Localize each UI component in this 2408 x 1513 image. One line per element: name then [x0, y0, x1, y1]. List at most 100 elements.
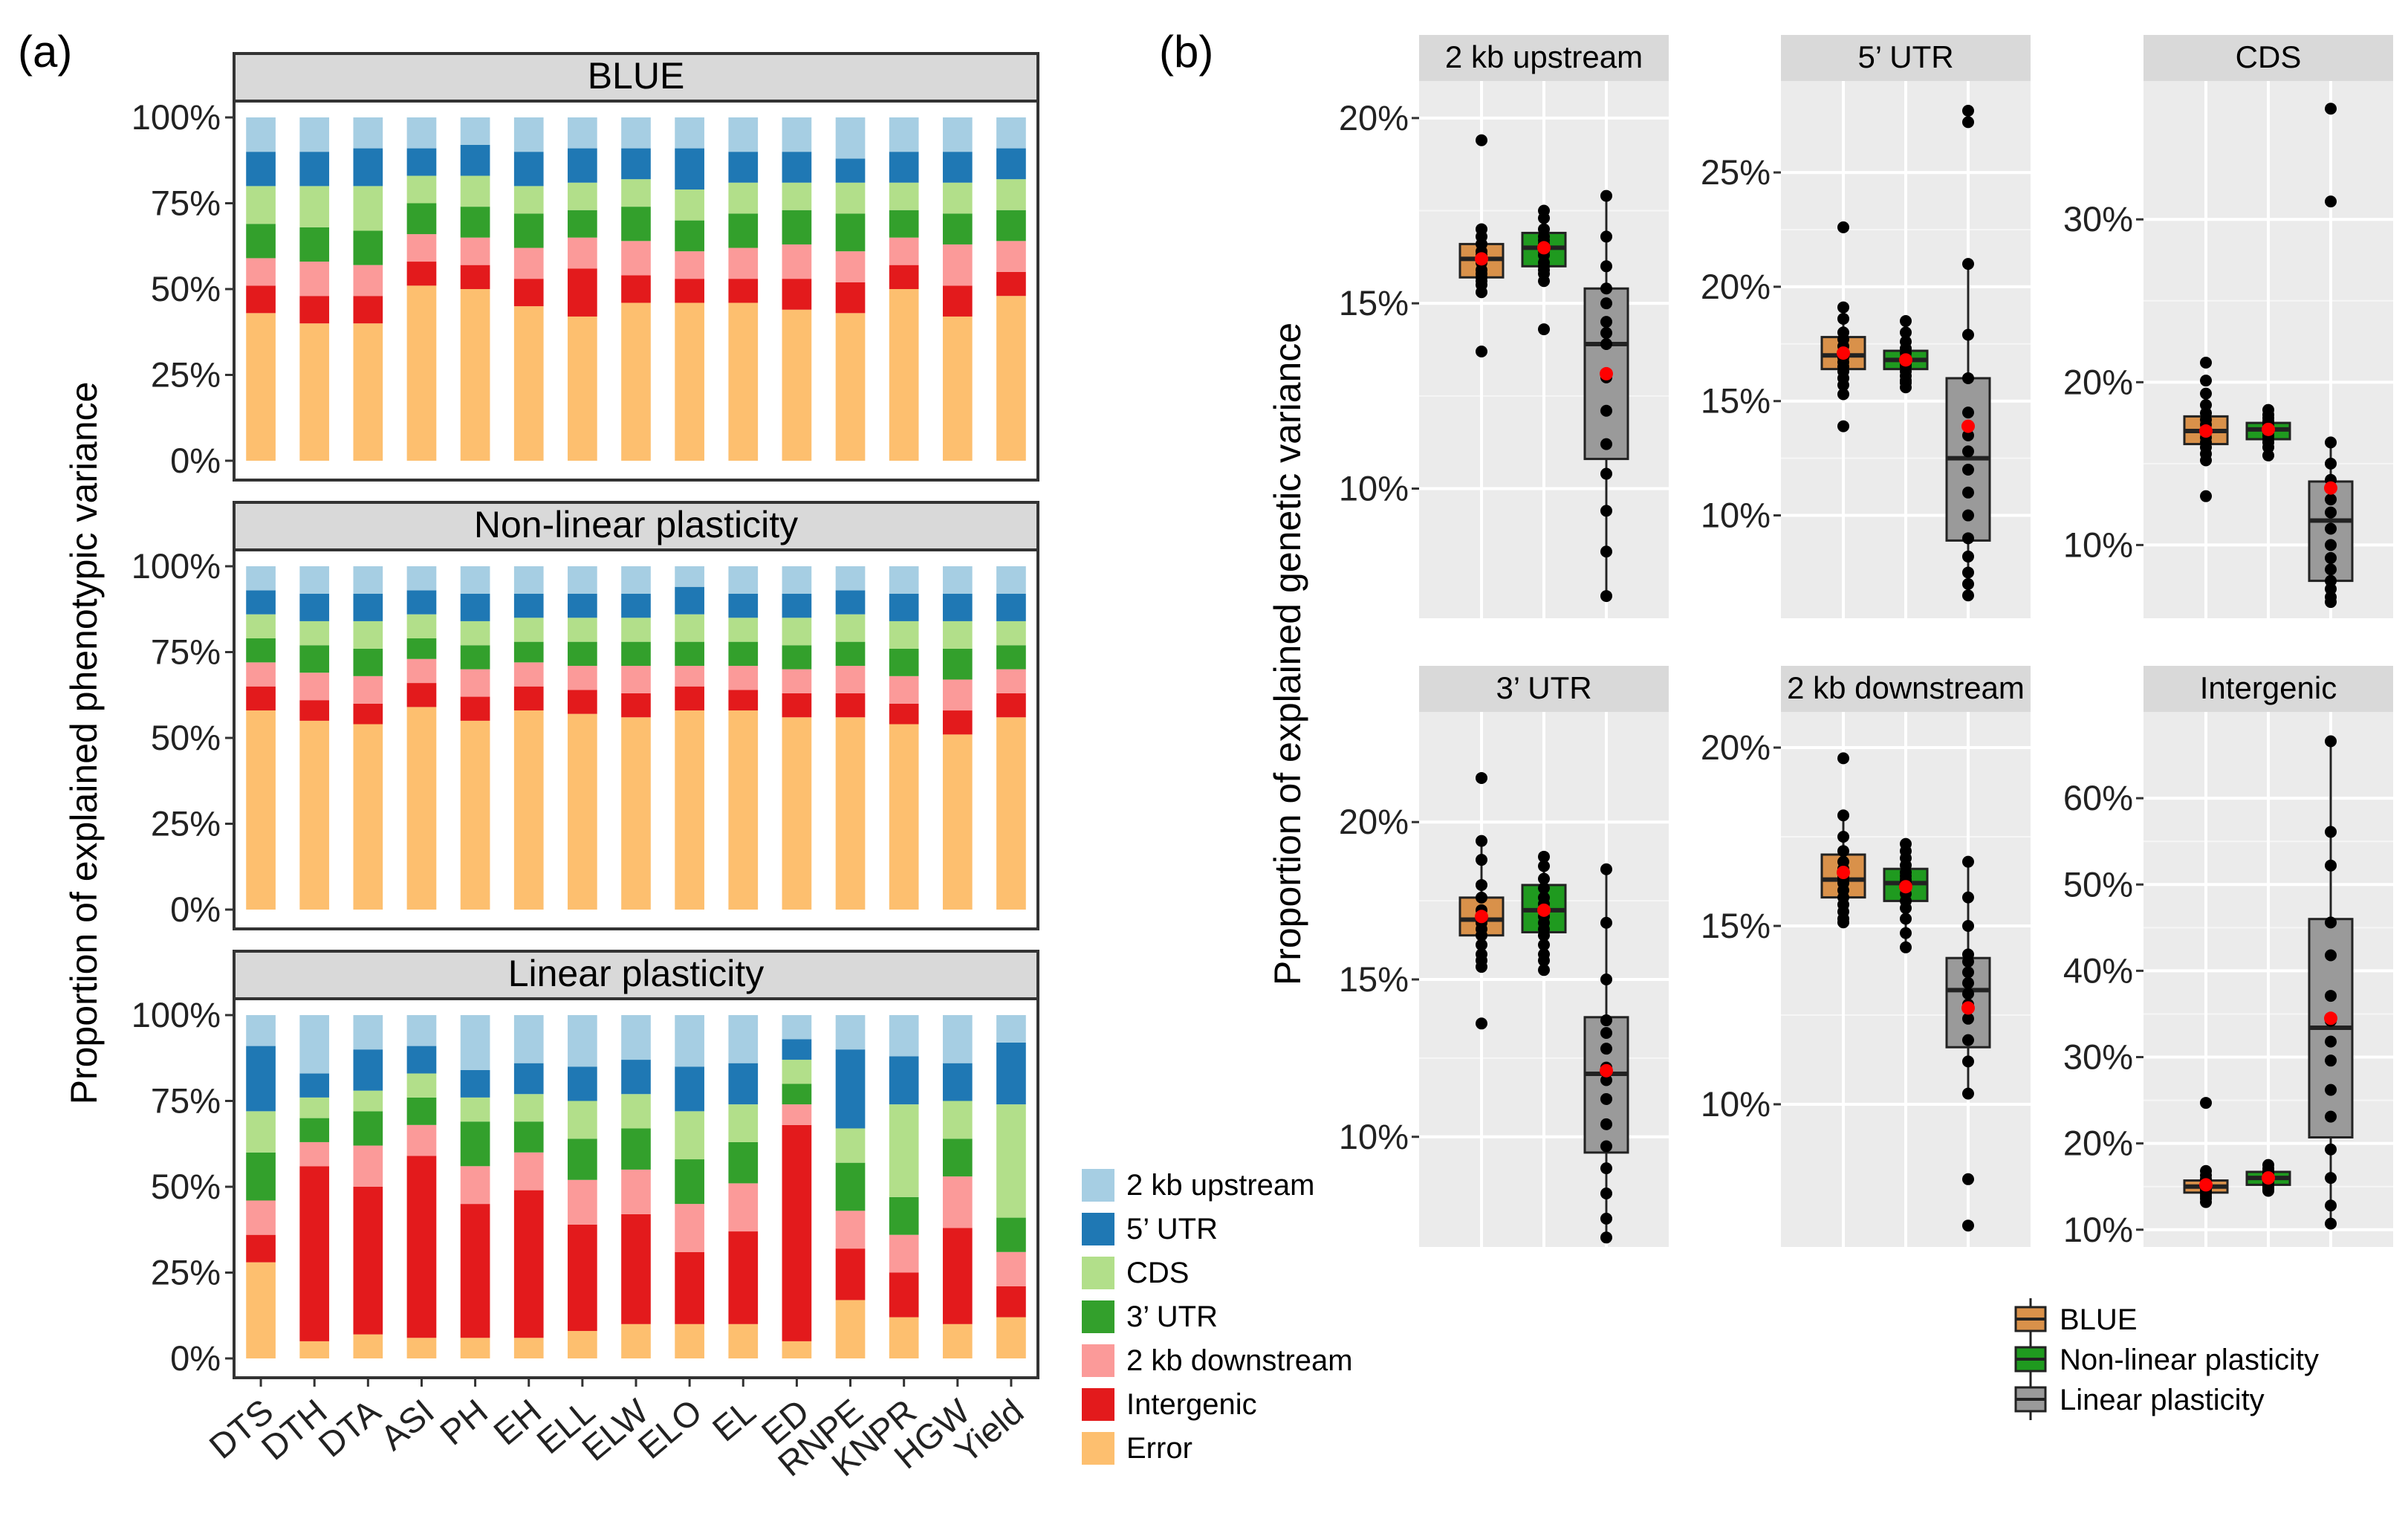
facet-title: Linear plasticity: [508, 953, 765, 994]
bar-segment-cds: [460, 1097, 490, 1122]
bar-segment-5-utr: [299, 593, 330, 621]
data-point: [1962, 406, 1974, 419]
bar-el: [728, 566, 759, 910]
data-point: [2200, 1097, 2212, 1109]
bar-segment-intergenic: [621, 1214, 651, 1324]
bar-segment-intergenic: [513, 686, 544, 711]
box-non-linear-plasticity: [2245, 1159, 2291, 1197]
data-point: [1962, 855, 1974, 868]
bar-segment-error: [675, 1324, 704, 1358]
bar-segment-error: [299, 323, 330, 461]
bar-elw: [621, 117, 651, 461]
mean-point: [1600, 1063, 1613, 1078]
bar-segment-2-kb-downstream: [513, 662, 544, 687]
bar-segment-5-utr: [513, 152, 544, 187]
facet-title: Non-linear plasticity: [474, 504, 798, 545]
bar-segment-3-utr: [835, 641, 866, 666]
bar-segment-3-utr: [406, 638, 437, 659]
bar-segment-5-utr: [996, 148, 1026, 180]
bar-segment-5-utr: [889, 152, 919, 183]
data-point: [2325, 1199, 2337, 1212]
bar-segment-3-utr: [568, 641, 597, 666]
bar-segment-2-kb-downstream: [782, 1104, 812, 1125]
bar-segment-3-utr: [513, 1121, 544, 1153]
data-point: [1476, 1017, 1487, 1030]
legend-item-linear-plasticity: Linear plasticity: [2014, 1378, 2265, 1420]
bar-elw: [621, 1015, 651, 1358]
bar-segment-3-utr: [889, 1196, 919, 1235]
data-point: [1476, 835, 1487, 847]
bar-segment-cds: [942, 182, 973, 214]
bar-segment-2-kb-upstream: [353, 117, 383, 149]
facet-title: BLUE: [588, 55, 685, 97]
bar-segment-error: [996, 717, 1026, 910]
y-tick-label: 0%: [170, 441, 221, 480]
bar-segment-2-kb-upstream: [299, 117, 330, 152]
bar-segment-2-kb-upstream: [568, 1015, 597, 1067]
bar-segment-2-kb-downstream: [835, 251, 866, 282]
bar-segment-2-kb-upstream: [889, 117, 919, 152]
bar-segment-cds: [406, 1073, 437, 1098]
bar-segment-3-utr: [728, 641, 759, 666]
box-blue: [2183, 1097, 2229, 1208]
bar-segment-5-utr: [353, 593, 383, 621]
data-point: [2325, 457, 2337, 470]
bar-segment-error: [568, 316, 597, 461]
box-blue: [2183, 357, 2229, 502]
bar-segment-2-kb-downstream: [889, 675, 919, 704]
bar-segment-error: [782, 1341, 812, 1358]
y-tick-label: 50%: [151, 269, 221, 308]
y-tick-label: 50%: [151, 1167, 221, 1206]
panel-b-label: (b): [1159, 27, 1213, 77]
data-point: [1476, 134, 1487, 146]
bar-segment-5-utr: [782, 152, 812, 183]
data-point: [1476, 961, 1487, 973]
facet-3-utr: 3’ UTR 10% 15% 20%: [1339, 666, 1669, 1247]
bar-segment-2-kb-downstream: [246, 258, 276, 286]
bar-segment-2-kb-upstream: [621, 1015, 651, 1060]
bar-asi: [406, 1015, 437, 1358]
bar-segment-cds: [460, 621, 490, 646]
data-point: [1476, 891, 1487, 904]
bar-segment-3-utr: [782, 1083, 812, 1105]
bar-segment-intergenic: [728, 279, 759, 303]
bar-segment-intergenic: [782, 693, 812, 718]
bar-segment-2-kb-upstream: [942, 117, 973, 152]
bar-segment-intergenic: [889, 703, 919, 725]
mean-point: [2199, 1178, 2213, 1192]
data-point: [2325, 596, 2337, 609]
panel-b-legend: BLUE Non-linear plasticity Linear plastici…: [2014, 1298, 2319, 1420]
data-point: [1900, 381, 1912, 394]
bar-segment-error: [621, 717, 651, 910]
data-point: [1837, 221, 1849, 233]
y-tick-label: 40%: [2063, 950, 2133, 990]
bar-segment-2-kb-downstream: [246, 662, 276, 687]
bar-segment-3-utr: [406, 203, 437, 235]
data-point: [1476, 878, 1487, 891]
bar-segment-5-utr: [621, 1060, 651, 1095]
bar-segment-error: [460, 1338, 490, 1358]
bar-segment-3-utr: [728, 213, 759, 248]
legend-label: Error: [1126, 1432, 1192, 1465]
mean-point: [1600, 366, 1613, 380]
bar-segment-2-kb-upstream: [246, 117, 276, 152]
bar-segment-cds: [942, 1101, 973, 1139]
data-point: [2325, 493, 2337, 506]
bar-segment-5-utr: [835, 590, 866, 615]
data-point: [2325, 949, 2337, 962]
bar-segment-2-kb-upstream: [942, 566, 973, 594]
box-linear-plasticity: [2308, 103, 2354, 609]
bar-segment-5-utr: [675, 586, 704, 615]
data-point: [1600, 1014, 1612, 1027]
data-point: [2325, 735, 2337, 748]
bar-segment-2-kb-upstream: [353, 566, 383, 594]
data-point: [1962, 372, 1974, 384]
bar-segment-error: [513, 1338, 544, 1358]
bar-segment-cds: [835, 1128, 866, 1163]
bar-segment-2-kb-downstream: [996, 241, 1026, 272]
y-tick-label: 10%: [1701, 1084, 1771, 1124]
x-tick-label-asi: ASI: [373, 1391, 441, 1457]
bar-segment-error: [246, 710, 276, 910]
data-point: [2200, 375, 2212, 387]
bar-segment-error: [406, 285, 437, 461]
